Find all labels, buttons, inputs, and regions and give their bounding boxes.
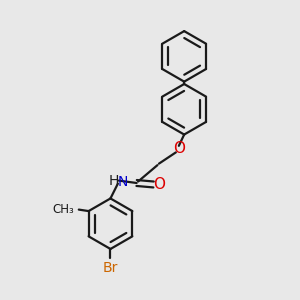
- Text: CH₃: CH₃: [52, 203, 74, 216]
- Text: H: H: [108, 174, 118, 188]
- Text: Br: Br: [103, 262, 118, 275]
- Text: O: O: [173, 141, 185, 156]
- Text: N: N: [118, 175, 128, 189]
- Text: O: O: [153, 177, 165, 192]
